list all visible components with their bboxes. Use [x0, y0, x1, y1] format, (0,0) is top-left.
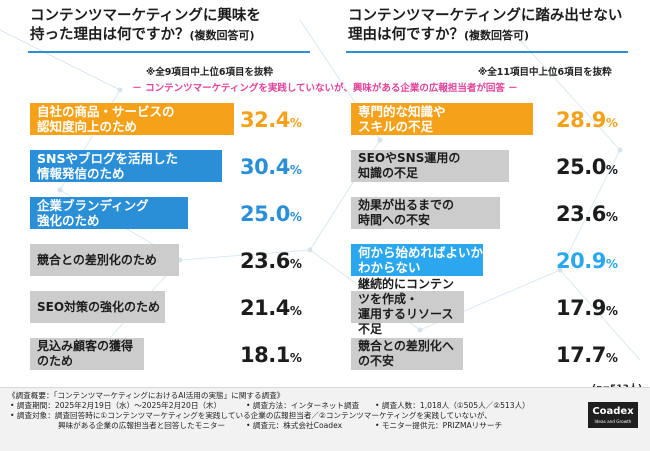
- footer-line-1: 《調査概要：「コンテンツマーケティングにおけるAI活用の実態」に関する調査》: [8, 391, 285, 400]
- footer-line-4b: • 調査元：株式会社Coadex: [246, 421, 343, 430]
- chart2-bar-label-1: 専門的な知識や スキルの不足: [358, 104, 446, 134]
- chart1-bar-label-3: 企業ブランディング 強化のため: [37, 198, 149, 228]
- footer-line-4c: • モニター提供元：PRIZMAリサーチ: [375, 421, 503, 430]
- chart2-bar-label-6: 競合との差別化への不安: [358, 339, 454, 368]
- left-chart-title: コンテンツマーケティングに興味を 持った理由は何ですか？(複数回答可): [30, 7, 261, 45]
- footer-line-2c: • 調査人数：1,018人（①505人／②513人）: [375, 401, 530, 410]
- left-title-underline: [28, 51, 310, 53]
- chart2-bar-label-5: 継続的にコンテンツを作成・ 運用するリソース不足: [358, 277, 455, 336]
- right-title-line1: コンテンツマーケティングに踏み出せない: [348, 8, 623, 24]
- chart2-value-label-6: 17.7%: [556, 343, 618, 367]
- chart2-bar-1: 専門的な知識や スキルの不足: [351, 103, 533, 135]
- background-network-pattern: [0, 19, 641, 361]
- chart1-value-label-6: 18.1%: [240, 343, 302, 367]
- chart2-value-label-5: 17.9%: [556, 296, 618, 320]
- footer-line-4a: 興味がある企業の広報担当者と回答したモニター: [58, 421, 226, 430]
- chart2-bar-6: 競合との差別化への不安: [351, 338, 463, 370]
- right-note: ※全11項目中上位6項目を抜粋: [478, 67, 612, 78]
- left-note: ※全9項目中上位6項目を抜粋: [146, 67, 273, 78]
- chart1-value-label-1: 32.4%: [240, 108, 302, 132]
- chart1-bar-label-5: SEO対策の強化のため: [37, 299, 161, 314]
- chart2-bar-label-4: 何から始めればよいか わからない: [358, 245, 484, 275]
- chart2-bar-4: 何から始めればよいか わからない: [351, 244, 483, 276]
- right-title-underline: [346, 51, 628, 53]
- chart1-bar-5: SEO対策の強化のため: [30, 291, 165, 323]
- chart1-value-label-5: 21.4%: [240, 296, 302, 320]
- chart1-bar-1: 自社の商品・サービスの 認知度向上のため: [30, 103, 234, 135]
- right-title-line2: 理由は何ですか？: [348, 27, 464, 43]
- left-title-line2: 持った理由は何ですか？: [30, 27, 190, 43]
- chart1-bar-2: SNSやブログを活用した 情報発信のため: [30, 150, 222, 182]
- chart2-value-label-1: 28.9%: [556, 108, 618, 132]
- left-title-suffix: (複数回答可): [189, 29, 255, 42]
- footer-line-3: • 調査対象：調査回答時に①コンテンツマーケティングを実践している企業の広報担当…: [10, 411, 492, 420]
- chart1-bar-label-6: 見込み顧客の獲得のため: [37, 339, 134, 368]
- chart1-value-label-3: 25.0%: [240, 202, 302, 226]
- chart1-bar-3: 企業ブランディング 強化のため: [30, 197, 188, 229]
- right-title-suffix: (複数回答可): [464, 29, 530, 42]
- chart2-value-label-3: 23.6%: [556, 202, 618, 226]
- right-chart-title: コンテンツマーケティングに踏み出せない 理由は何ですか？(複数回答可): [348, 7, 622, 45]
- chart1-bar-4: 競合との差別化のため: [30, 244, 179, 276]
- footer-line-2a: • 調査期間：2025年2月19日（水）～2025年2月20日（木）: [10, 401, 222, 410]
- chart2-bar-2: SEOやSNS運用の 知識の不足: [351, 150, 509, 182]
- logo-brand: Coadex: [592, 406, 634, 417]
- chart1-value-label-4: 23.6%: [240, 249, 302, 273]
- chart1-bar-label-2: SNSやブログを活用した 情報発信のため: [37, 151, 178, 181]
- chart2-bar-5: 継続的にコンテンツを作成・ 運用するリソース不足: [351, 277, 464, 336]
- chart1-value-label-2: 30.4%: [240, 155, 302, 179]
- survey-footer: 《調査概要：「コンテンツマーケティングにおけるAI活用の実態」に関する調査》 •…: [0, 387, 650, 451]
- chart1-bar-label-4: 競合との差別化のため: [37, 252, 157, 267]
- chart1-bar-6: 見込み顧客の獲得のため: [30, 338, 144, 370]
- respondent-subtitle: － コンテンツマーケティングを実践していないが、興味がある企業の広報担当者が回答…: [132, 83, 518, 94]
- footer-line-2b: • 調査方法：インターネット調査: [246, 401, 360, 410]
- left-title-line1: コンテンツマーケティングに興味を: [30, 8, 261, 24]
- chart2-value-label-2: 25.0%: [556, 155, 618, 179]
- coadex-logo: Coadex Ideas and Growth: [588, 402, 638, 428]
- chart2-bar-label-3: 効果が出るまでの 時間への不安: [358, 198, 455, 227]
- logo-tagline: Ideas and Growth: [594, 419, 632, 424]
- chart2-bar-3: 効果が出るまでの 時間への不安: [351, 197, 500, 229]
- chart2-bar-label-2: SEOやSNS運用の 知識の不足: [358, 151, 461, 180]
- chart2-value-label-4: 20.9%: [556, 249, 618, 273]
- chart1-bar-label-1: 自社の商品・サービスの 認知度向上のため: [37, 104, 175, 134]
